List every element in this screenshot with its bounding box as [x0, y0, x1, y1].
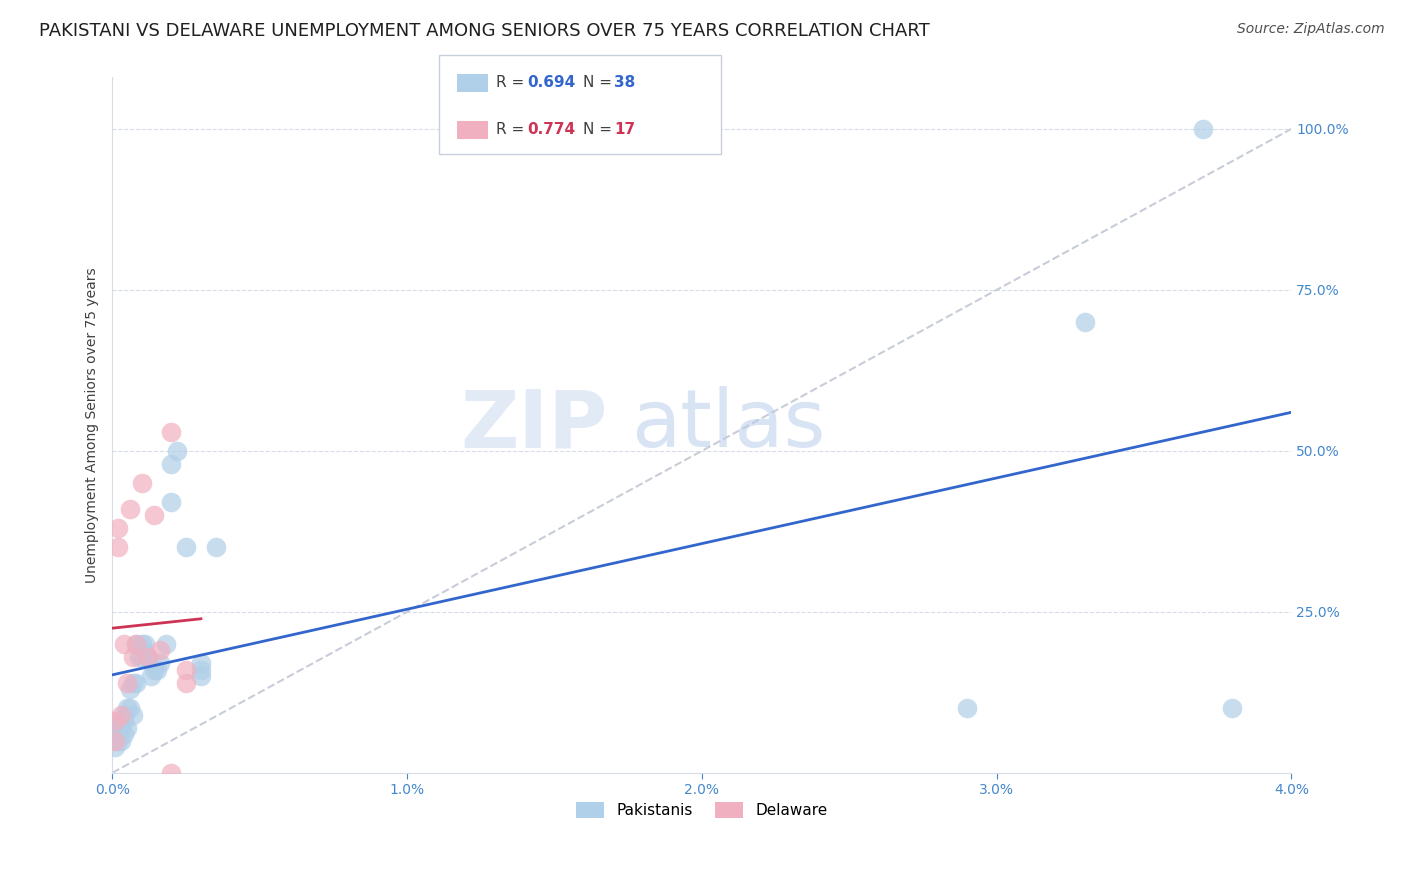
Point [155, 637, 177, 651]
Point [136, 649, 159, 664]
Point [1192, 122, 1215, 136]
Point [131, 643, 153, 657]
Point [131, 649, 153, 664]
Point [107, 521, 129, 535]
Point [104, 739, 127, 754]
Text: R =: R = [496, 121, 530, 136]
Point [125, 675, 148, 690]
Point [107, 721, 129, 735]
Point [190, 657, 212, 671]
Point [120, 701, 142, 715]
Point [120, 501, 142, 516]
Point [142, 508, 165, 523]
Text: R =: R = [496, 75, 530, 90]
Point [122, 707, 145, 722]
Text: 17: 17 [614, 121, 636, 136]
Point [956, 701, 979, 715]
Point [1074, 315, 1097, 329]
Point [149, 643, 172, 657]
Point [110, 707, 132, 722]
Point [112, 714, 135, 729]
Point [104, 714, 127, 729]
Point [112, 727, 135, 741]
Point [112, 707, 135, 722]
Point [134, 637, 156, 651]
Point [190, 663, 212, 677]
Text: Source: ZipAtlas.com: Source: ZipAtlas.com [1237, 22, 1385, 37]
Point [136, 649, 159, 664]
Point [115, 701, 138, 715]
Point [115, 675, 138, 690]
Point [174, 675, 197, 690]
Point [125, 637, 148, 651]
Point [174, 663, 197, 677]
Text: PAKISTANI VS DELAWARE UNEMPLOYMENT AMONG SENIORS OVER 75 YEARS CORRELATION CHART: PAKISTANI VS DELAWARE UNEMPLOYMENT AMONG… [39, 22, 931, 40]
Point [131, 637, 153, 651]
Text: N =: N = [583, 121, 617, 136]
Text: atlas: atlas [631, 386, 825, 464]
Point [122, 675, 145, 690]
Point [145, 663, 167, 677]
Point [107, 733, 129, 747]
Point [131, 476, 153, 491]
Point [122, 649, 145, 664]
Y-axis label: Unemployment Among Seniors over 75 years: Unemployment Among Seniors over 75 years [86, 268, 100, 582]
Text: 0.694: 0.694 [527, 75, 575, 90]
Point [110, 733, 132, 747]
Point [139, 669, 162, 683]
Point [104, 733, 127, 747]
Point [1222, 701, 1244, 715]
Point [149, 657, 172, 671]
Point [120, 681, 142, 696]
Point [128, 649, 150, 664]
Point [107, 727, 129, 741]
Point [125, 637, 148, 651]
Point [160, 765, 183, 780]
Text: 0.774: 0.774 [527, 121, 575, 136]
Point [112, 637, 135, 651]
Point [190, 669, 212, 683]
Point [110, 721, 132, 735]
Text: ZIP: ZIP [460, 386, 607, 464]
Point [204, 541, 226, 555]
Point [174, 541, 197, 555]
Legend: Pakistanis, Delaware: Pakistanis, Delaware [571, 796, 834, 824]
Point [160, 457, 183, 471]
Point [160, 425, 183, 439]
Point [110, 714, 132, 729]
Point [160, 495, 183, 509]
Point [142, 663, 165, 677]
Point [166, 443, 188, 458]
Point [115, 721, 138, 735]
Text: 38: 38 [614, 75, 636, 90]
Point [107, 541, 129, 555]
Text: N =: N = [583, 75, 617, 90]
